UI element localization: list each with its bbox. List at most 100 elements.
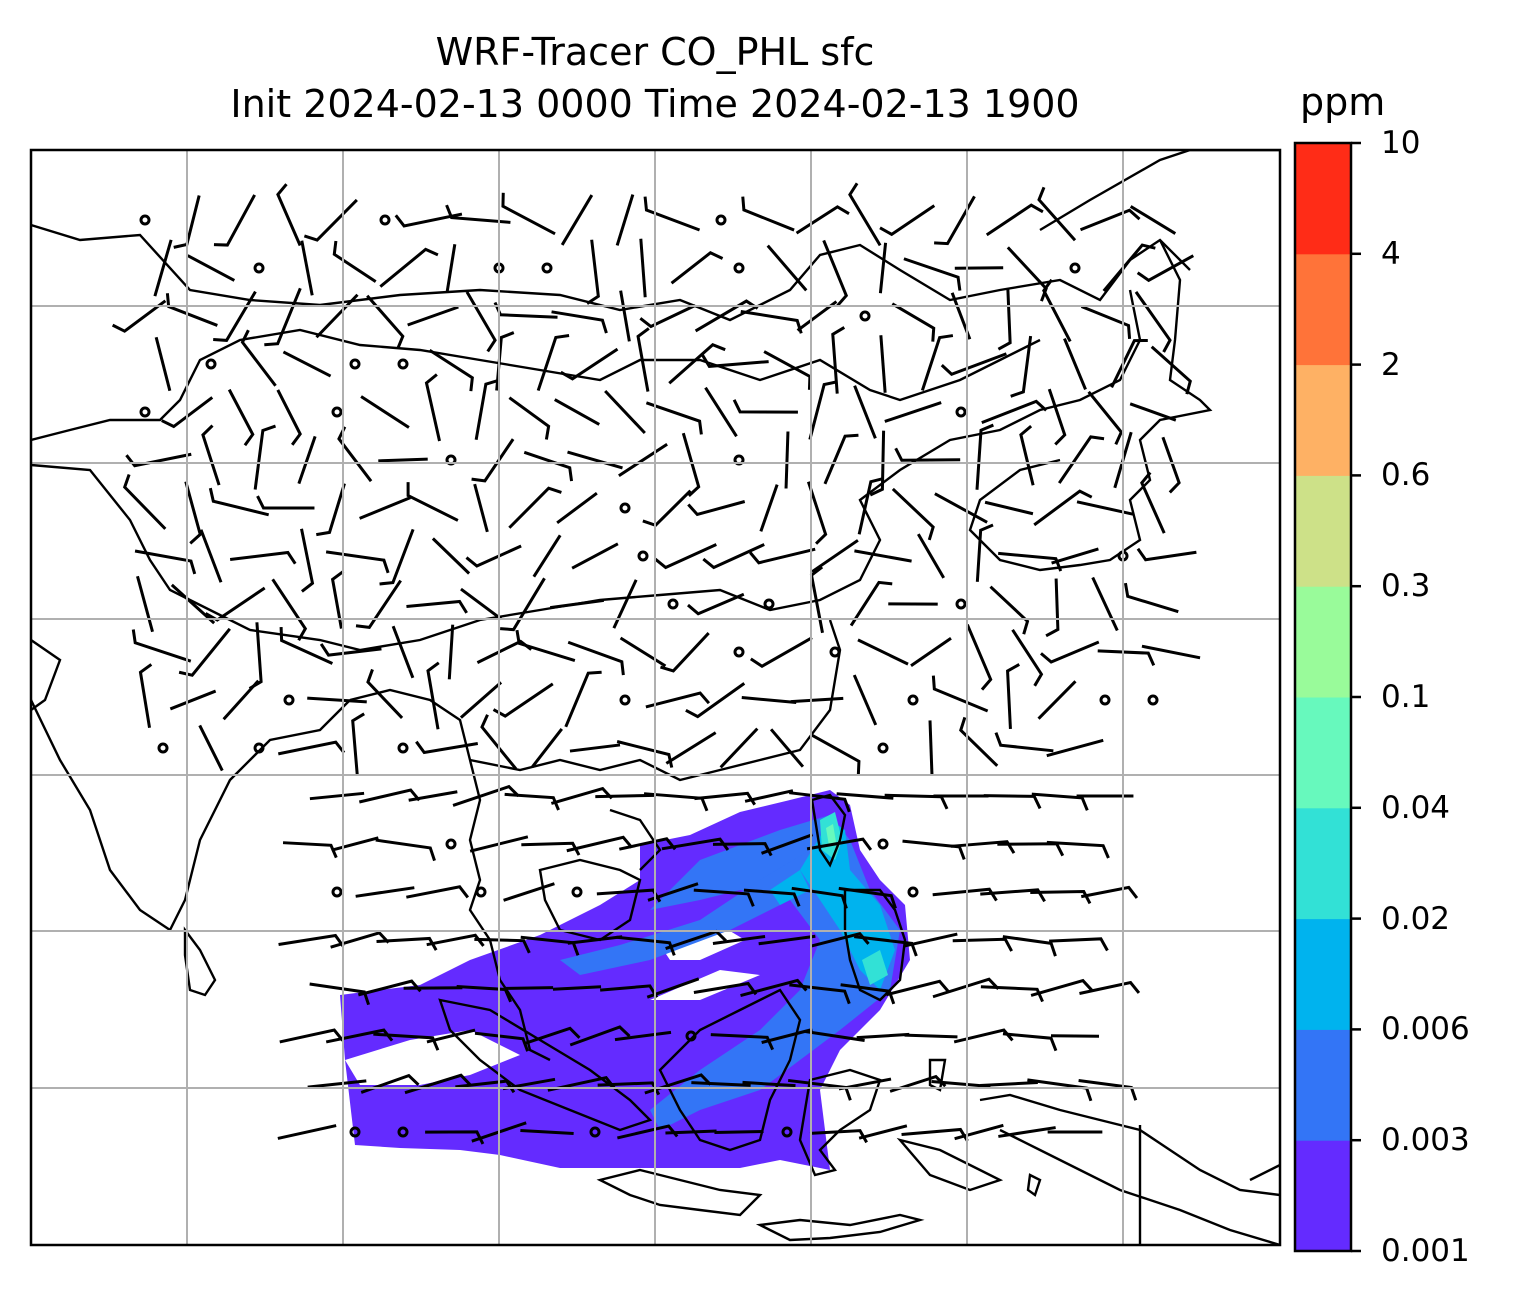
wind-barb <box>431 537 471 575</box>
wind-barb <box>303 198 358 242</box>
colorbar-tick-label: 10 <box>1381 125 1421 161</box>
wind-barb <box>428 348 474 392</box>
colorbar-segment <box>1295 807 1351 920</box>
wind-barb <box>1045 578 1060 638</box>
wind-barb <box>1002 1032 1058 1052</box>
wind-barb <box>661 837 730 851</box>
wind-barb <box>184 481 202 545</box>
wind-barb <box>910 637 952 667</box>
wind-barb <box>619 636 667 668</box>
calm-wind-marker <box>829 646 841 658</box>
wind-barb <box>204 586 266 622</box>
wind-barb <box>740 310 803 334</box>
wind-barb <box>1080 305 1132 340</box>
wind-barb <box>566 835 633 853</box>
wind-barb <box>199 529 223 583</box>
wind-barb <box>952 937 1013 952</box>
wind-barb <box>253 424 277 490</box>
map-plot-area <box>31 150 1280 1245</box>
calm-wind-marker <box>619 694 631 706</box>
calm-wind-marker <box>955 406 967 418</box>
wind-barb <box>359 496 411 520</box>
colorbar-tick-label: 0.003 <box>1381 1122 1470 1159</box>
wind-barb <box>279 1028 344 1044</box>
calm-wind-marker <box>379 214 391 226</box>
wind-barb <box>521 841 581 856</box>
wind-barb <box>1019 424 1035 486</box>
wind-barb <box>1079 208 1141 232</box>
wind-barb <box>379 247 439 288</box>
wind-barb <box>178 627 231 677</box>
plume-0.02-b <box>862 950 888 985</box>
wind-barb <box>554 398 600 426</box>
wind-barb <box>474 378 500 441</box>
graticule <box>31 150 1280 1245</box>
calm-wind-marker <box>139 406 151 418</box>
wind-barb <box>459 681 503 719</box>
wind-barb <box>325 550 390 574</box>
wind-barb <box>852 674 878 726</box>
calm-wind-marker <box>733 262 745 274</box>
wind-barb <box>136 575 154 633</box>
wind-barb <box>665 731 717 765</box>
wind-barb <box>858 1124 908 1140</box>
calm-wind-marker <box>445 838 457 850</box>
wind-barb <box>934 195 976 246</box>
wind-barb <box>426 933 485 947</box>
wind-barb <box>891 487 935 541</box>
wind-barb <box>894 447 961 462</box>
calm-wind-marker <box>781 1126 793 1138</box>
wind-barb <box>714 1129 764 1135</box>
calm-wind-marker <box>733 646 745 658</box>
wind-barb <box>643 196 701 232</box>
calm-wind-marker <box>1069 262 1081 274</box>
wind-barb <box>271 578 308 642</box>
wind-barb <box>761 1028 813 1044</box>
wind-barb <box>394 212 463 228</box>
wind-barb <box>131 629 192 663</box>
wind-barb <box>805 1030 865 1042</box>
colorbar-frame <box>1293 141 1353 1253</box>
wind-barb <box>1076 500 1134 516</box>
wind-barb <box>980 1080 1038 1088</box>
wind-barb <box>645 401 703 435</box>
wind-barb <box>406 885 470 899</box>
wind-barb <box>822 239 849 307</box>
wind-barb <box>702 543 765 570</box>
wind-barb <box>504 792 560 811</box>
calm-wind-marker <box>139 214 151 226</box>
wind-barb <box>879 335 887 393</box>
wind-barb <box>282 841 338 859</box>
wind-barb <box>111 299 167 333</box>
wind-barb <box>920 334 954 391</box>
wind-barb <box>460 587 502 621</box>
wind-barb <box>170 583 216 625</box>
wind-barb <box>710 1033 775 1051</box>
wind-barb <box>931 675 989 713</box>
calm-wind-marker <box>397 742 409 754</box>
colorbar <box>1295 141 1361 1253</box>
wind-barb <box>950 840 1016 854</box>
wind-barb <box>732 399 798 414</box>
wind-barb <box>810 733 861 775</box>
wind-barb <box>928 720 934 776</box>
wind-barb <box>567 450 623 470</box>
wind-barb <box>997 842 1065 857</box>
calm-wind-marker <box>619 502 631 514</box>
calm-wind-marker <box>541 262 553 274</box>
plume-gap-central-2 <box>650 970 760 1000</box>
calm-wind-marker <box>907 886 919 898</box>
wind-barb <box>741 696 797 704</box>
wind-barb <box>849 580 893 627</box>
wind-barb <box>665 1129 717 1135</box>
wind-barb <box>471 438 515 483</box>
wind-barb <box>808 380 838 440</box>
wind-barb <box>616 740 674 768</box>
wind-barb <box>1006 246 1048 302</box>
wind-barb <box>614 1030 672 1042</box>
wind-barb <box>1046 738 1104 758</box>
calm-wind-marker <box>397 1126 409 1138</box>
colorbar-unit-label: ppm <box>1300 80 1386 124</box>
colorbar-segment <box>1295 364 1351 476</box>
wind-barb <box>1011 628 1044 687</box>
